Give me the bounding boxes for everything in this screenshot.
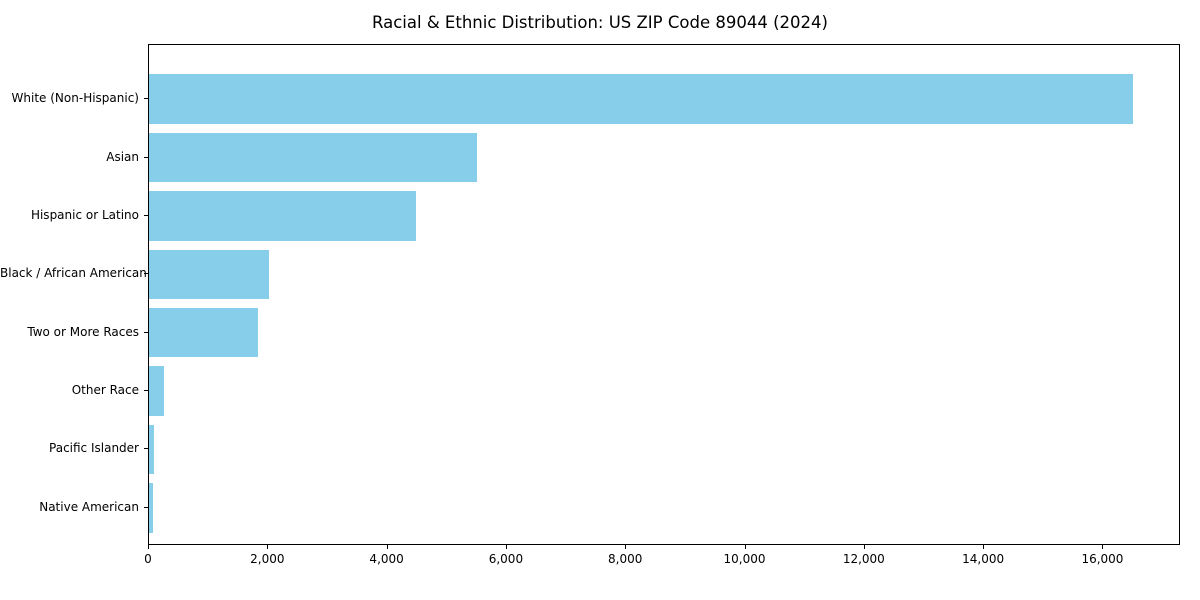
x-tick-mark (744, 545, 746, 549)
x-tick-label: 12,000 (842, 552, 885, 566)
x-tick-label: 8,000 (608, 552, 643, 566)
y-tick-mark (144, 98, 148, 100)
bar-pacific-islander (149, 424, 154, 475)
x-tick-mark (625, 545, 627, 549)
bar-white-non-hispanic (149, 74, 1134, 124)
y-tick-label-two-or-more-races: Two or More Races (27, 324, 139, 339)
bar-other-race (149, 366, 164, 416)
y-tick-mark (144, 331, 148, 333)
y-tick-label-pacific-islander: Pacific Islander (49, 441, 139, 456)
x-tick-label: 6,000 (488, 552, 524, 566)
x-tick-mark (148, 545, 149, 549)
x-tick-mark (505, 545, 507, 549)
y-tick-mark (144, 273, 148, 275)
bar-native-american (149, 483, 153, 533)
x-tick-mark (1102, 545, 1104, 549)
x-tick-label: 2,000 (250, 552, 285, 566)
x-tick-mark (983, 545, 985, 549)
x-tick-label: 16,000 (1081, 552, 1124, 566)
x-tick-mark (267, 545, 269, 549)
y-tick-label-other-race: Other Race (71, 383, 139, 398)
bar-hispanic-or-latino (149, 191, 417, 241)
bar-two-or-more-races (149, 307, 258, 358)
y-tick-mark (144, 156, 148, 158)
bar-asian (149, 132, 478, 183)
y-tick-label-white-non-hispanic: White (Non-Hispanic) (11, 91, 139, 106)
x-tick-mark (386, 545, 388, 549)
y-tick-label-native-american: Native American (39, 499, 139, 514)
y-tick-label-asian: Asian (106, 149, 139, 164)
x-tick-mark (863, 545, 865, 549)
x-tick-label: 10,000 (723, 552, 766, 566)
x-tick-label: 4,000 (369, 552, 404, 566)
y-tick-label-hispanic-or-latino: Hispanic or Latino (30, 207, 139, 222)
y-tick-mark (144, 390, 148, 392)
plot-area (148, 44, 1180, 545)
chart-title: Racial & Ethnic Distribution: US ZIP Cod… (372, 13, 828, 32)
y-tick-mark (144, 214, 148, 216)
x-tick-label: 0 (144, 552, 152, 566)
bar-black-african-american (149, 249, 270, 300)
y-tick-mark (144, 506, 148, 508)
x-tick-label: 14,000 (962, 552, 1005, 566)
y-tick-label-black-african-american: Black / African American (0, 266, 147, 281)
y-tick-mark (144, 448, 148, 450)
